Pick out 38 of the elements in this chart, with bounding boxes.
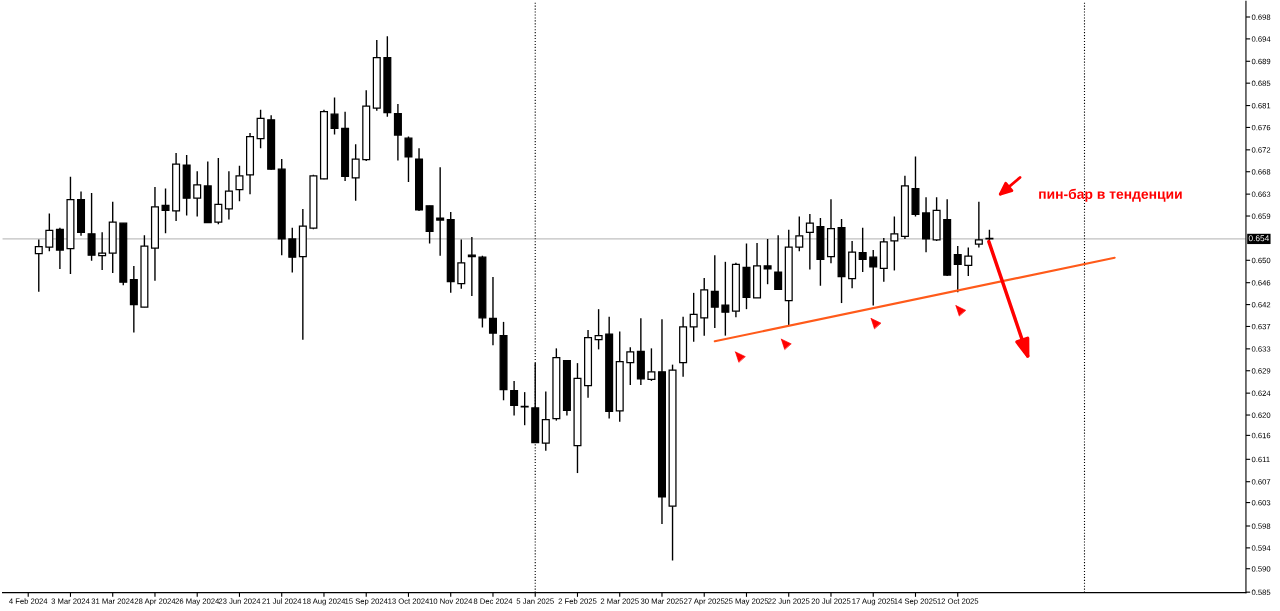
candlestick	[256, 108, 265, 150]
candlestick	[224, 170, 233, 221]
candlestick	[393, 103, 402, 162]
candlestick	[55, 227, 64, 270]
candlestick	[457, 238, 466, 290]
candlestick	[214, 157, 223, 225]
candlestick	[795, 215, 804, 252]
candlestick	[541, 390, 550, 452]
candlestick	[594, 308, 603, 351]
candlestick	[510, 380, 519, 417]
candlestick	[45, 212, 54, 252]
candlestick	[710, 254, 719, 329]
annotation: пин-бар в тенденции	[1039, 188, 1182, 202]
candlestick	[520, 391, 529, 426]
candlestick	[235, 164, 244, 202]
candlestick	[964, 246, 973, 277]
candlestick	[436, 166, 445, 257]
candlestick	[858, 227, 867, 273]
candlestick	[87, 192, 96, 262]
candlestick	[330, 96, 339, 136]
candlestick	[161, 187, 170, 235]
candlestick	[626, 346, 635, 386]
candlestick	[689, 292, 698, 343]
candlestick	[34, 238, 43, 293]
candlestick	[869, 249, 878, 307]
candlestick	[351, 143, 360, 202]
candlestick	[721, 261, 730, 337]
candlestick	[488, 276, 497, 346]
candlestick	[805, 213, 814, 271]
ref-line-label: 0.654	[1248, 235, 1270, 242]
candlestick	[763, 238, 772, 285]
candlestick	[404, 135, 413, 183]
candlestick	[890, 215, 899, 272]
candlestick	[193, 170, 202, 218]
candlestick	[774, 234, 783, 291]
candlestick	[288, 227, 297, 274]
candlestick	[647, 347, 656, 382]
candlestick	[974, 201, 983, 249]
